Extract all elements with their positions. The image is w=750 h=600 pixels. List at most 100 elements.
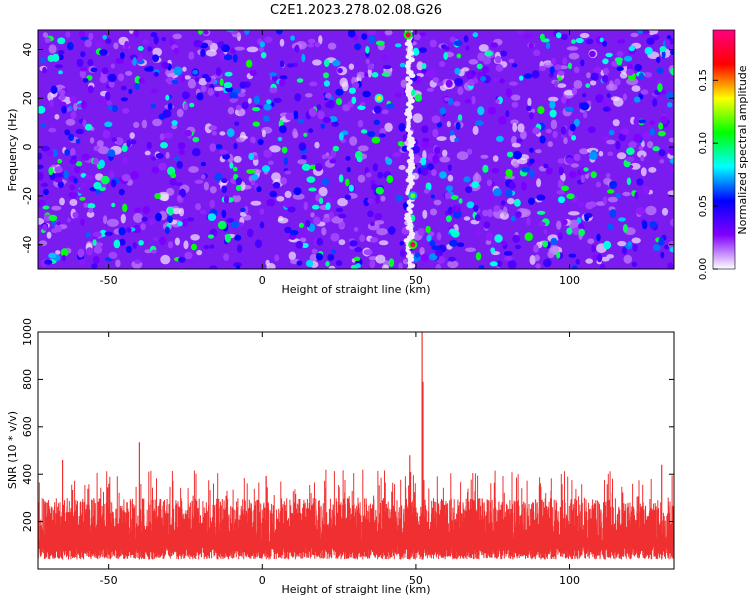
heatmap-cell bbox=[294, 93, 302, 102]
heatmap-cell bbox=[475, 252, 482, 261]
heatmap-low-cell bbox=[172, 33, 182, 40]
heatmap-cell bbox=[569, 123, 576, 132]
heatmap-cell bbox=[431, 115, 441, 124]
heatmap-cell bbox=[61, 254, 66, 262]
heatmap-cell bbox=[591, 244, 596, 253]
heatmap-cell bbox=[100, 175, 110, 185]
heatmap-cell bbox=[98, 159, 106, 169]
heatmap-cell bbox=[367, 63, 374, 71]
heatmap-cell bbox=[264, 36, 273, 43]
heatmap-low-cell bbox=[209, 186, 217, 194]
heatmap-cell bbox=[261, 165, 271, 173]
heatmap-cell bbox=[652, 98, 658, 107]
heatmap-cell bbox=[170, 172, 177, 179]
heatmap-cell bbox=[167, 241, 174, 249]
heatmap-low-cell bbox=[232, 194, 242, 203]
heatmap-cell bbox=[422, 137, 430, 142]
heatmap-cell bbox=[421, 125, 429, 134]
heatmap-cell bbox=[642, 30, 648, 35]
heatmap-cell bbox=[590, 171, 597, 179]
heatmap-cell bbox=[237, 92, 246, 98]
heatmap-cell bbox=[188, 51, 195, 60]
heatmap-cell bbox=[573, 66, 580, 74]
heatmap-cell bbox=[532, 127, 541, 135]
heatmap-cell bbox=[266, 99, 272, 105]
heatmap-low-cell bbox=[59, 197, 65, 206]
heatmap-cell bbox=[446, 215, 452, 223]
heatmap-streak-cell bbox=[404, 212, 411, 218]
heatmap-cell bbox=[443, 115, 450, 120]
heatmap-low-cell bbox=[503, 206, 508, 216]
heatmap-cell bbox=[425, 70, 432, 78]
heatmap-low-cell bbox=[468, 59, 479, 65]
heatmap-cell bbox=[61, 105, 67, 114]
heatmap-cell bbox=[451, 230, 460, 238]
heatmap-cell bbox=[59, 93, 66, 101]
heatmap-cell bbox=[429, 240, 436, 247]
heatmap-cell bbox=[616, 66, 624, 72]
heatmap-cell bbox=[79, 67, 87, 72]
heatmap-cell bbox=[56, 221, 61, 226]
heatmap-cell bbox=[121, 144, 128, 152]
heatmap-cell bbox=[616, 58, 623, 66]
y-tick-label: -20 bbox=[21, 187, 34, 205]
heatmap-cell bbox=[602, 196, 608, 205]
heatmap-cell bbox=[447, 164, 452, 172]
heatmap-cell bbox=[40, 122, 46, 128]
heatmap-cell bbox=[444, 192, 451, 200]
snr-spikes bbox=[38, 469, 674, 560]
heatmap-cell bbox=[301, 155, 307, 160]
heatmap-low-cell bbox=[182, 66, 187, 72]
heatmap-cell bbox=[526, 105, 532, 112]
heatmap-cell bbox=[491, 168, 500, 174]
heatmap-cell bbox=[345, 178, 350, 187]
heatmap-cell bbox=[209, 199, 215, 209]
heatmap-cell bbox=[566, 193, 575, 200]
heatmap-low-cell bbox=[213, 86, 225, 91]
heatmap-cell bbox=[492, 77, 500, 83]
heatmap-cell bbox=[200, 85, 207, 93]
heatmap-cell bbox=[108, 105, 113, 111]
heatmap-cell bbox=[367, 30, 376, 36]
heatmap-cell bbox=[606, 93, 611, 98]
heatmap-cell bbox=[439, 107, 447, 115]
heatmap-cell bbox=[232, 166, 238, 172]
heatmap-cell bbox=[305, 220, 311, 228]
heatmap-cell bbox=[240, 207, 246, 213]
heatmap-cell bbox=[233, 53, 238, 63]
heatmap-cell bbox=[512, 234, 521, 244]
heatmap-cell bbox=[316, 252, 323, 261]
heatmap-cell bbox=[483, 57, 491, 65]
heatmap-cell bbox=[649, 128, 655, 136]
heatmap-cell bbox=[71, 155, 77, 160]
heatmap-cell bbox=[661, 50, 666, 59]
heatmap-cell bbox=[566, 227, 573, 235]
heatmap-cell bbox=[221, 185, 228, 194]
heatmap-peak-cell bbox=[405, 32, 411, 38]
heatmap-cell bbox=[283, 199, 292, 209]
heatmap-cell bbox=[593, 66, 602, 74]
heatmap-cell bbox=[354, 43, 362, 51]
heatmap-cell bbox=[377, 171, 384, 179]
heatmap-low-cell bbox=[381, 264, 389, 269]
heatmap-cell bbox=[184, 129, 193, 137]
y-tick-label: 200 bbox=[21, 511, 34, 532]
heatmap-cell bbox=[367, 198, 374, 204]
heatmap-low-cell bbox=[305, 93, 313, 98]
heatmap-cell bbox=[620, 128, 630, 135]
heatmap-cell bbox=[219, 78, 224, 86]
heatmap-cell bbox=[332, 59, 341, 67]
heatmap-low-cell bbox=[547, 250, 555, 259]
heatmap-low-cell bbox=[587, 238, 595, 244]
heatmap-cell bbox=[305, 259, 314, 267]
heatmap-low-cell bbox=[357, 174, 366, 183]
heatmap-low-cell bbox=[612, 119, 620, 127]
heatmap-cell bbox=[344, 194, 352, 200]
x-tick-label: 0 bbox=[259, 574, 266, 587]
heatmap-cell bbox=[476, 63, 483, 70]
heatmap-cell bbox=[474, 214, 481, 222]
heatmap-low-cell bbox=[125, 71, 133, 76]
heatmap-cell bbox=[97, 96, 104, 104]
heatmap-cell bbox=[90, 67, 98, 73]
